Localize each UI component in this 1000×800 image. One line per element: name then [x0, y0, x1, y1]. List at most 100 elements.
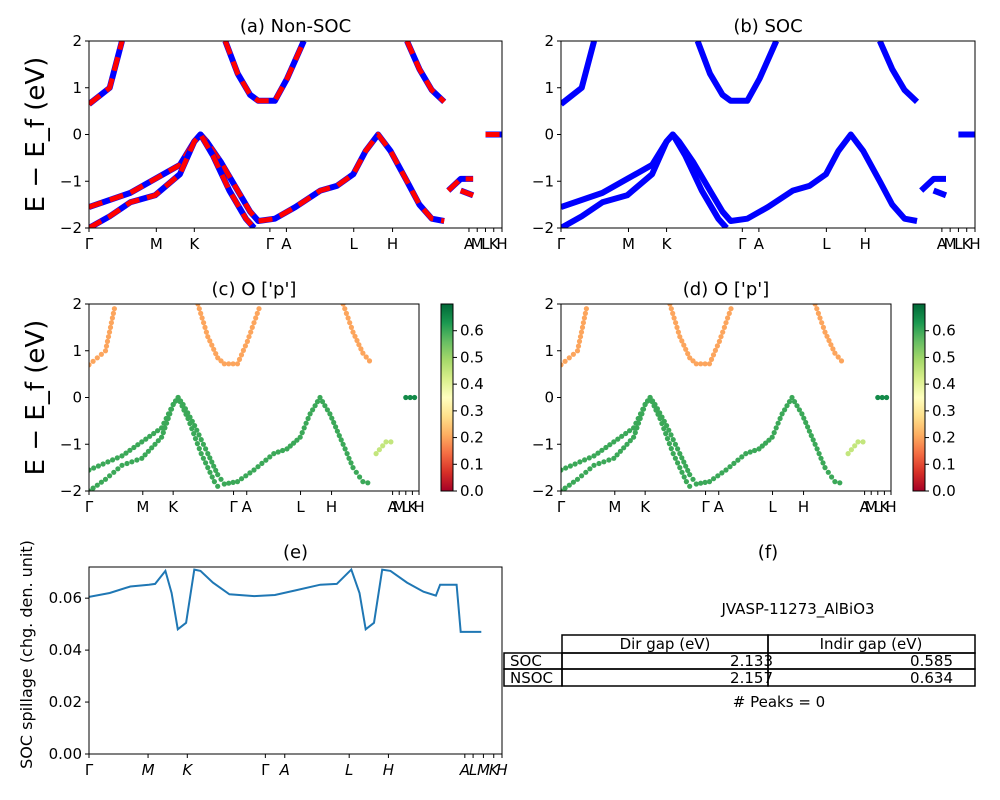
x-tick-label: K — [168, 498, 179, 516]
x-tick-label: M — [477, 761, 490, 779]
band-point — [98, 351, 104, 357]
band-point — [201, 320, 207, 326]
colorbar-tick-label: 0.2 — [460, 429, 484, 447]
band-line-blue — [877, 41, 920, 104]
band-point — [803, 419, 809, 426]
band-point — [177, 399, 183, 405]
x-tick-label: A — [387, 498, 398, 516]
band-point — [100, 461, 106, 467]
x-tick-label: A — [242, 498, 253, 516]
y-tick-label: 2 — [544, 32, 554, 50]
x-tick-label: M — [944, 235, 957, 253]
band-point — [105, 459, 111, 465]
colorbar-tick-label: 0.6 — [932, 322, 956, 340]
band-point — [635, 420, 642, 426]
band-point — [242, 343, 248, 349]
band-point — [805, 424, 811, 430]
band-point — [350, 329, 356, 335]
band-point — [203, 460, 209, 466]
band-point — [111, 469, 117, 475]
band-point — [649, 399, 655, 405]
band-point — [102, 348, 109, 354]
band-point — [698, 361, 704, 367]
band-point — [562, 358, 568, 364]
x-tick-label: M — [622, 235, 635, 253]
colorbar-tick-label: 0.1 — [460, 455, 484, 473]
band-point — [198, 310, 204, 316]
band-point — [672, 455, 679, 461]
band-point — [651, 403, 657, 409]
band-point — [820, 460, 826, 466]
band-point — [175, 394, 181, 401]
y-tick-label: 0 — [544, 389, 554, 407]
band-point — [848, 447, 855, 453]
band-point — [168, 406, 175, 412]
band-point — [671, 315, 677, 321]
band-point — [702, 361, 708, 367]
band-point — [675, 329, 682, 335]
x-tick-label: L — [822, 235, 831, 253]
band-point — [160, 430, 166, 436]
panel-c-title: (c) O ['p'] — [212, 279, 297, 300]
band-point — [855, 439, 861, 445]
band-point — [123, 450, 129, 456]
x-tick-label: Γ — [557, 235, 566, 253]
band-point — [808, 433, 814, 439]
band-point — [246, 334, 252, 340]
band-point — [789, 394, 795, 401]
band-point — [747, 449, 753, 455]
band-point — [103, 343, 110, 349]
band-line-blue — [89, 41, 125, 107]
band-point — [226, 480, 232, 486]
band-point — [263, 457, 269, 463]
band-point — [575, 343, 582, 349]
band-point — [105, 334, 112, 340]
band-point — [407, 394, 413, 401]
band-point — [230, 479, 236, 485]
band-point — [350, 465, 356, 471]
band-point — [670, 310, 676, 316]
band-point — [211, 346, 217, 352]
band-point — [110, 310, 116, 316]
band-point — [256, 306, 262, 312]
band-point — [627, 428, 633, 434]
band-point — [143, 436, 149, 442]
band-point — [814, 306, 820, 312]
table-cell-nsoc-dir: 2.157 — [730, 669, 773, 687]
band-point — [89, 362, 92, 368]
band-point — [191, 431, 197, 437]
band-point — [236, 356, 243, 362]
panel-b-frame — [560, 40, 976, 229]
band-line-blue — [694, 41, 780, 104]
y-tick-label: 0.06 — [49, 589, 82, 607]
x-tick-label: L — [350, 235, 359, 253]
band-point — [718, 334, 724, 340]
band-point — [165, 415, 171, 422]
band-point — [336, 433, 342, 439]
band-point — [129, 459, 135, 465]
band-point — [247, 470, 253, 476]
band-point — [111, 306, 117, 312]
band-point — [271, 451, 277, 457]
band-point — [403, 394, 409, 401]
band-line-blue — [561, 131, 918, 224]
y-tick-label: −2 — [60, 219, 82, 237]
band-point — [668, 306, 674, 312]
x-tick-label: Γ — [738, 235, 747, 253]
band-point — [348, 324, 354, 330]
band-line-red-dashed — [459, 188, 474, 198]
band-point — [634, 425, 640, 431]
band-point — [611, 455, 617, 461]
band-point — [812, 441, 818, 447]
band-point — [687, 355, 693, 361]
band-point — [577, 334, 584, 340]
band-point — [832, 479, 838, 485]
band-point — [771, 430, 777, 436]
y-tick-label: 0.02 — [49, 693, 82, 711]
band-point — [90, 358, 96, 364]
colorbar-tick-label: 0.5 — [460, 348, 484, 366]
band-point — [267, 454, 273, 460]
band-line-blue — [561, 131, 729, 228]
band-point — [726, 310, 732, 316]
x-tick-label: A — [937, 235, 948, 253]
